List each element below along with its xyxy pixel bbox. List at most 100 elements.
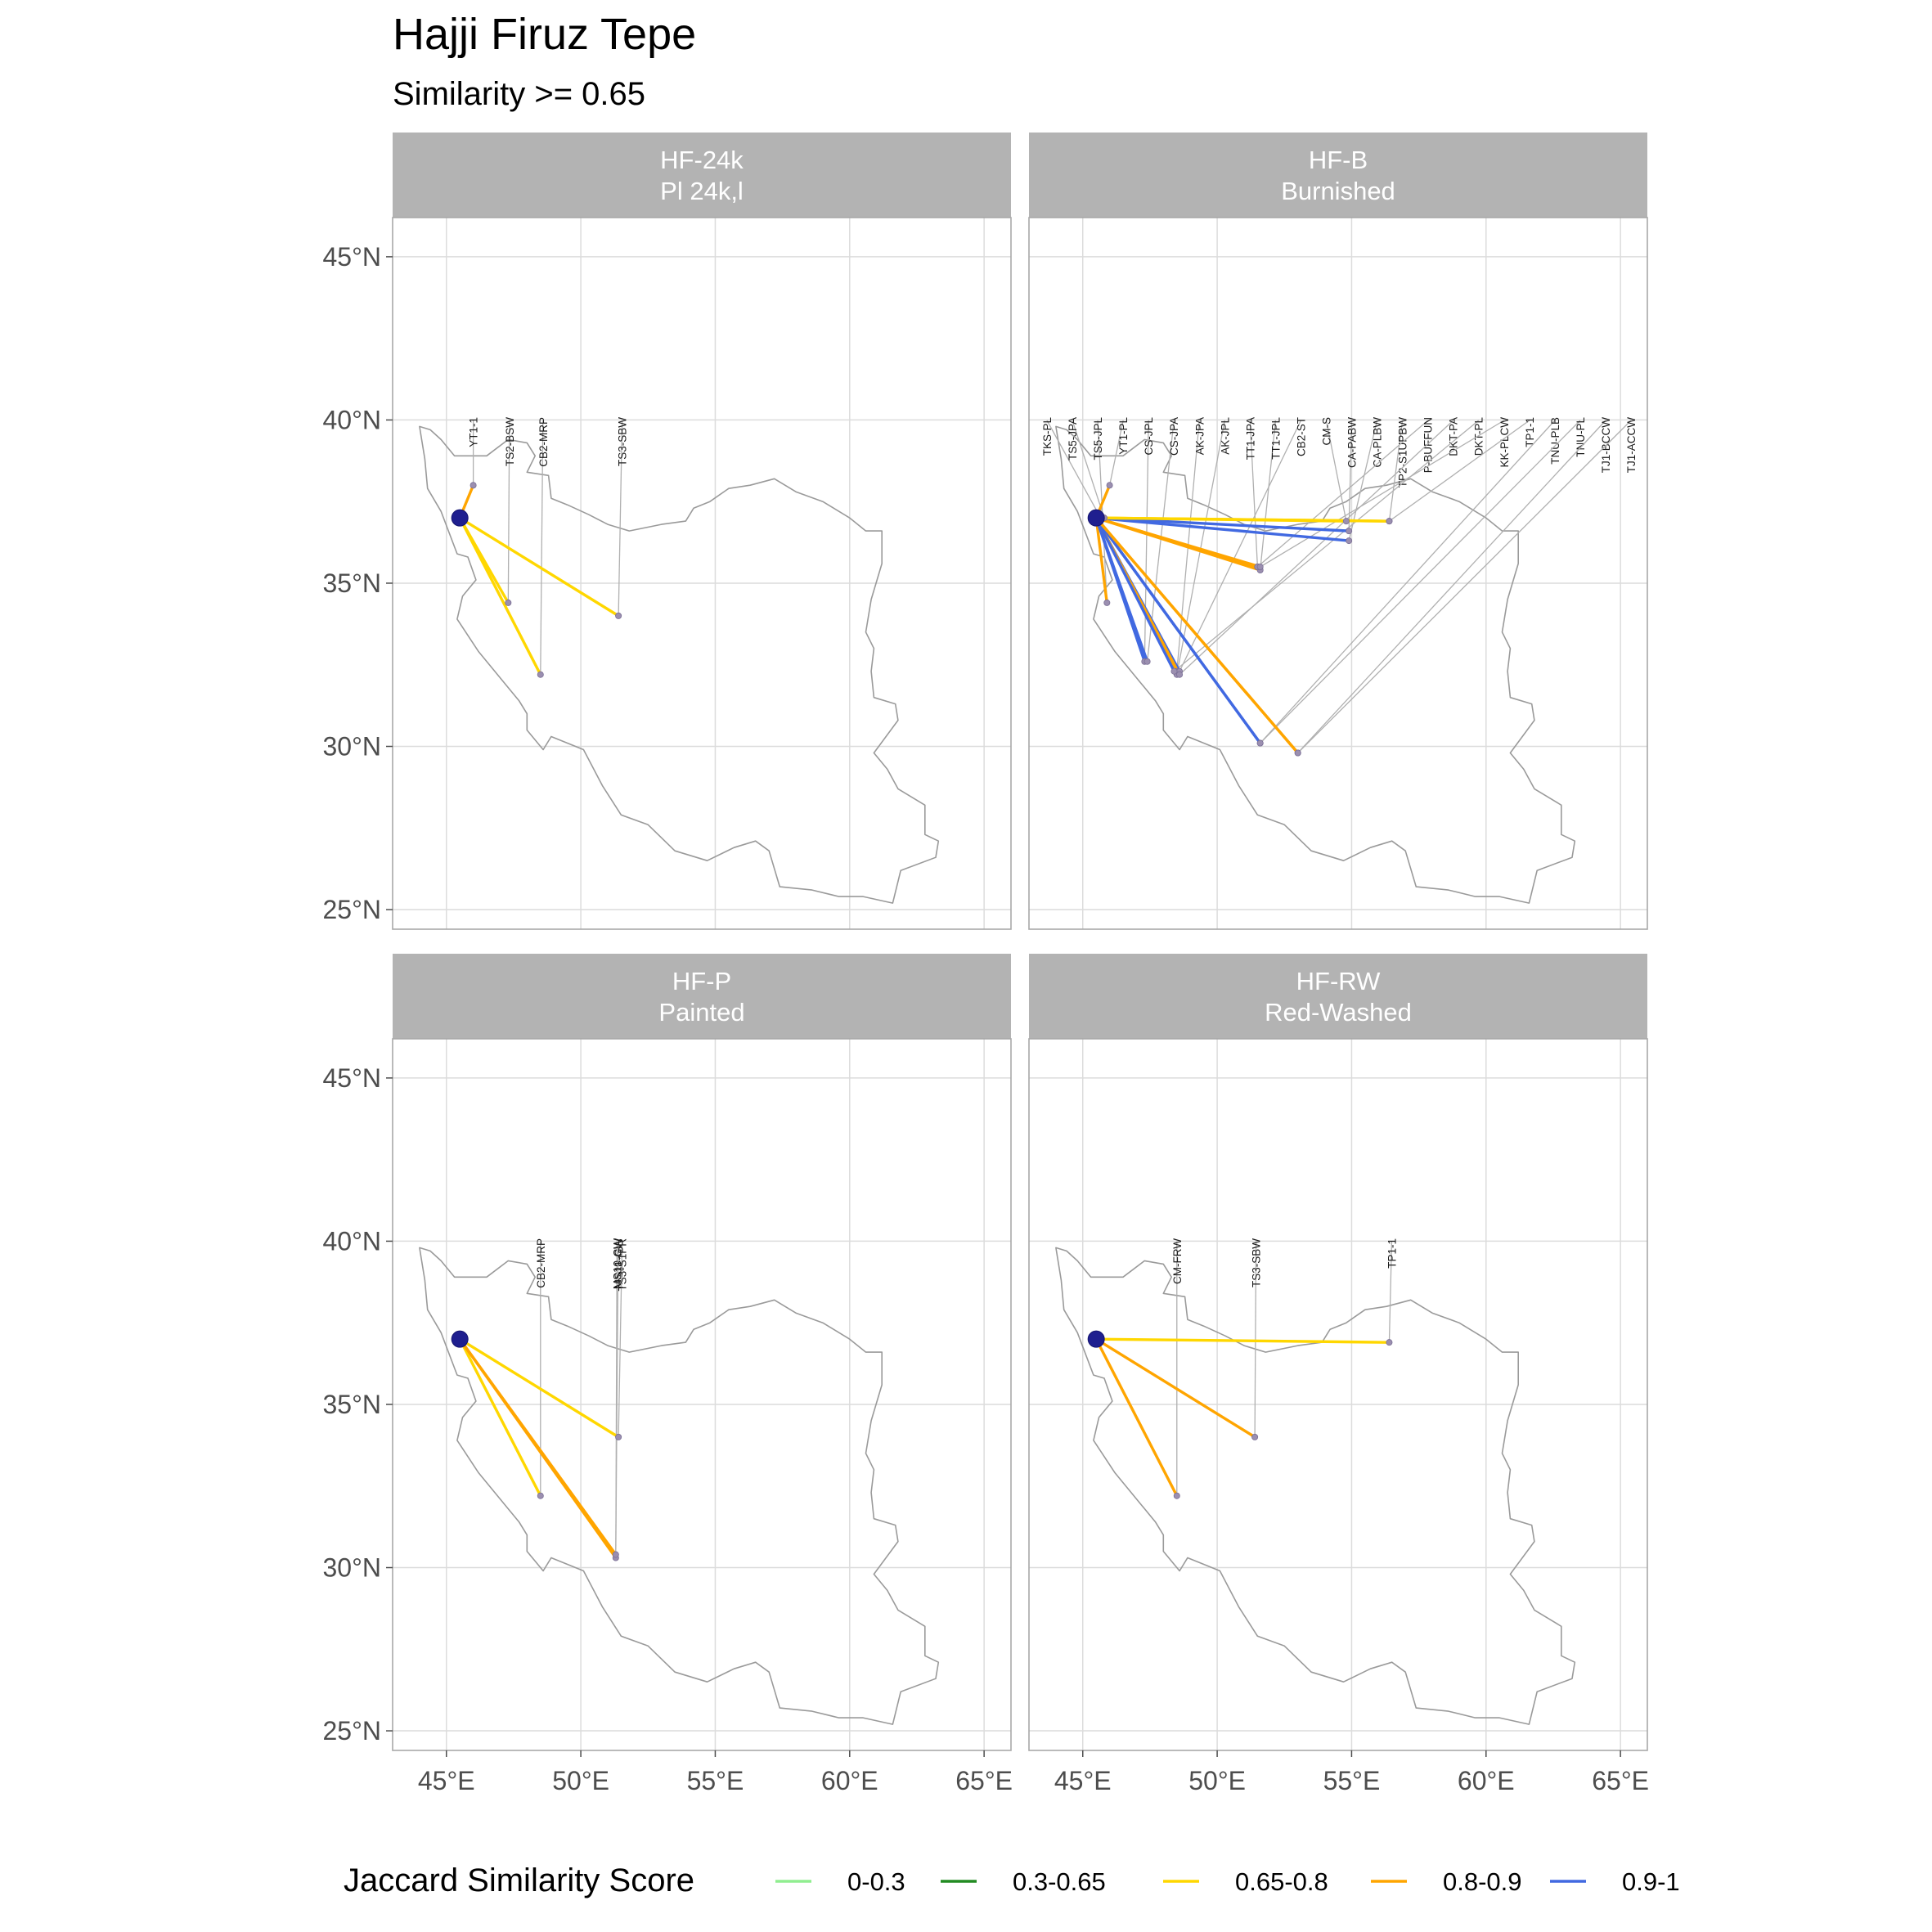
site-label: CM-S <box>1320 417 1332 446</box>
label-leader-line <box>507 420 510 603</box>
facet-strip-label: HF-P <box>672 967 731 995</box>
site-label: TJ1-ACCW <box>1625 417 1638 474</box>
site-label: CB2-MRP <box>535 1238 547 1288</box>
site-label: TS5-JPL <box>1092 417 1104 461</box>
site-label: TKS-PL <box>1041 417 1054 456</box>
x-axis-tick-labels: 45°E 50°E 55°E 60°E 65°E 45°E 50°E 55°E 60°E 65°E <box>418 1750 1649 1795</box>
label-leader-line <box>1179 420 1302 672</box>
x-tick-label: 50°E <box>552 1766 609 1795</box>
facet-panel: HF-RW Red-Washed CM-FRW TS3-SBW TP1-1 <box>1028 954 1648 1751</box>
label-leader-line <box>1388 420 1404 522</box>
x-tick-label: 60°E <box>821 1766 878 1795</box>
similarity-link <box>1094 516 1350 542</box>
site-point <box>470 482 477 489</box>
facet-panel: HF-B Burnished TKS-PL TS5-JPA TS5-JPL YT1-PL C… <box>1028 133 1648 930</box>
site-label: CA-PLBW <box>1372 417 1384 468</box>
country-outline <box>419 1247 940 1725</box>
site-point <box>1170 667 1178 675</box>
legend-label: 0-0.3 <box>847 1867 905 1896</box>
site-label: CB2-ST <box>1295 417 1307 456</box>
label-leader-line <box>1097 420 1108 603</box>
site-point <box>612 1551 619 1558</box>
label-leader-line <box>1389 420 1530 522</box>
legend-items: 0-0.3 0.3-0.65 0.65-0.8 0.8-0.9 0.9-1 <box>775 1867 1680 1896</box>
legend-label: 0.8-0.9 <box>1443 1867 1522 1896</box>
y-tick-label: 35°N <box>323 1390 382 1419</box>
site-point <box>1346 537 1353 545</box>
similarity-link <box>1094 1337 1256 1439</box>
site-label: CA-PABW <box>1346 417 1359 468</box>
facet-strip-label: HF-RW <box>1296 967 1381 995</box>
panel-border <box>1028 1038 1648 1751</box>
facet-strip-sublabel: Pl 24k,l <box>660 177 744 205</box>
label-leader-line <box>540 420 544 675</box>
similarity-link <box>458 516 620 618</box>
site-point <box>615 1433 622 1440</box>
label-leader-line <box>1179 420 1454 676</box>
label-leader-line <box>1254 1241 1257 1437</box>
site-point <box>1103 599 1111 606</box>
site-point <box>1251 1433 1259 1440</box>
origin-point <box>451 1330 469 1348</box>
similarity-link <box>1094 516 1300 755</box>
facet-strip-sublabel: Burnished <box>1281 177 1395 205</box>
facet-strip-sublabel: Red-Washed <box>1265 998 1412 1027</box>
legend-label: 0.9-1 <box>1622 1867 1680 1896</box>
x-tick-label: 45°E <box>418 1766 475 1795</box>
site-label: MS10-CW <box>611 1238 623 1290</box>
plot-area <box>1029 1039 1647 1750</box>
legend-label: 0.65-0.8 <box>1235 1867 1328 1896</box>
legend-title: Jaccard Similarity Score <box>344 1862 694 1898</box>
similarity-link <box>1094 516 1350 532</box>
y-tick-label: 30°N <box>323 732 382 762</box>
label-leader-line <box>615 1241 619 1555</box>
site-label: TNU-PLB <box>1549 417 1561 465</box>
label-leader-line <box>1348 420 1353 532</box>
similarity-link <box>1094 516 1109 604</box>
facet-strip-sublabel: Painted <box>658 998 744 1027</box>
similarity-link <box>458 1337 618 1557</box>
site-label: TNU-PL <box>1575 417 1587 457</box>
site-label: DKT-PA <box>1448 417 1460 456</box>
facet-strip-label: HF-24k <box>660 146 744 174</box>
site-point <box>1173 1492 1180 1499</box>
site-label: TS3-SBW <box>1251 1238 1263 1287</box>
panel-border <box>1028 217 1648 930</box>
similarity-link <box>1094 516 1149 663</box>
site-label: CB2-MRP <box>537 417 550 467</box>
site-label: KK-PLCW <box>1498 417 1511 468</box>
label-leader-line <box>1249 420 1259 568</box>
panel-border <box>392 217 1012 930</box>
y-tick-label: 35°N <box>323 568 382 598</box>
label-leader-line <box>1174 420 1480 672</box>
site-point <box>615 612 622 619</box>
site-point <box>1256 739 1264 747</box>
site-point <box>537 671 544 678</box>
site-point <box>1256 564 1264 571</box>
y-tick-label: 40°N <box>323 1226 382 1256</box>
y-tick-label: 40°N <box>323 405 382 434</box>
label-leader-line <box>1176 420 1225 675</box>
site-label: TP2-S1UPBW <box>1397 417 1409 488</box>
site-point <box>1176 671 1184 678</box>
origin-point <box>1087 509 1105 527</box>
facet-strip <box>393 954 1011 1039</box>
site-label: TT1-JPL <box>1269 417 1282 460</box>
similarity-link <box>1094 1337 1179 1498</box>
x-tick-label: 55°E <box>687 1766 744 1795</box>
x-tick-label: 45°E <box>1054 1766 1112 1795</box>
label-leader-line <box>1388 1241 1393 1343</box>
origin-point <box>451 509 469 527</box>
country-outline <box>1055 1247 1576 1725</box>
site-point <box>1294 749 1301 757</box>
label-leader-line <box>1260 420 1505 568</box>
y-tick-label: 45°N <box>323 242 382 272</box>
y-tick-label: 30°N <box>323 1553 382 1583</box>
x-tick-label: 55°E <box>1323 1766 1381 1795</box>
x-tick-label: 60°E <box>1458 1766 1515 1795</box>
origin-point <box>1087 1330 1105 1348</box>
site-point <box>1106 482 1113 489</box>
label-leader-line <box>1325 420 1347 522</box>
site-label: AK-JPA <box>1193 417 1206 455</box>
